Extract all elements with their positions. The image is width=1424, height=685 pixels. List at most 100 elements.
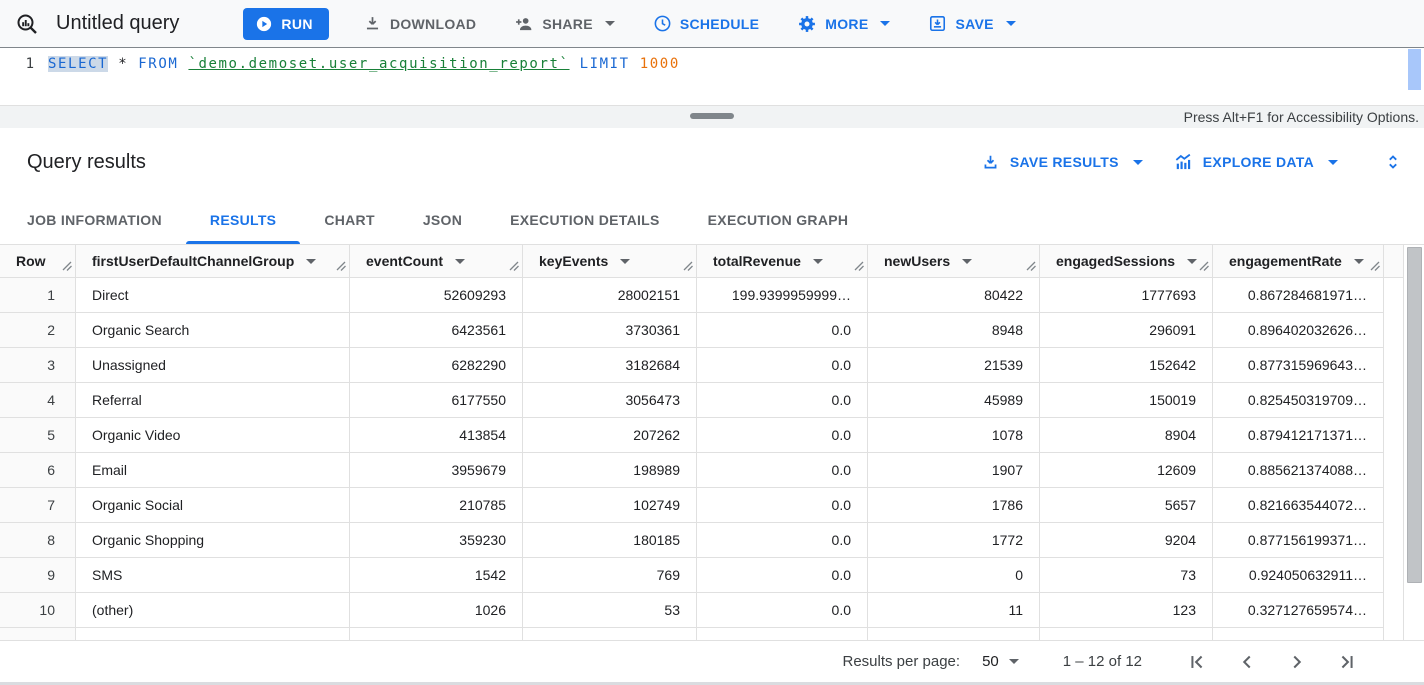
column-menu-icon[interactable] (1187, 258, 1198, 264)
save-alt-icon (981, 153, 1000, 172)
panel-resize-handle[interactable] (690, 113, 734, 119)
data-cell: 150019 (1040, 383, 1213, 418)
data-cell: 1542 (350, 558, 523, 593)
gear-icon (797, 14, 817, 34)
table-scrollbar-track[interactable] (1403, 245, 1424, 640)
column-header-newUsers[interactable]: newUsers (868, 245, 1040, 278)
column-header-engagementRate[interactable]: engagementRate (1213, 245, 1384, 278)
pagination-bar: Results per page: 50 1 – 12 of 12 (0, 640, 1424, 682)
data-cell: 134 (523, 628, 697, 640)
data-cell: Organic Search (76, 313, 350, 348)
column-header-Row[interactable]: Row (0, 245, 76, 278)
column-header-eventCount[interactable]: eventCount (350, 245, 523, 278)
column-header-totalRevenue[interactable]: totalRevenue (697, 245, 868, 278)
more-button[interactable]: MORE (783, 6, 904, 42)
splitter-bar: Press Alt+F1 for Accessibility Options. (0, 105, 1424, 128)
column-menu-icon[interactable] (1353, 258, 1364, 264)
save-icon (928, 14, 947, 33)
accessibility-hint: Press Alt+F1 for Accessibility Options. (1183, 109, 1419, 125)
unfold-icon (1382, 151, 1404, 173)
first-page-button[interactable] (1172, 645, 1222, 679)
tab-chart[interactable]: CHART (324, 212, 375, 228)
editor-scrollbar-thumb[interactable] (1408, 49, 1421, 90)
person-add-icon (514, 14, 534, 34)
table-row: 4 Referral 6177550 3056473 0.0 45989 150019 0.8… (0, 383, 1424, 418)
chevron-down-icon (1008, 659, 1019, 664)
column-resize-handle[interactable] (509, 258, 519, 274)
column-resize-handle[interactable] (336, 258, 346, 274)
row-number-cell: 7 (0, 488, 76, 523)
sql-editor[interactable]: 1 SELECT * FROM `demo.demoset.user_acqui… (0, 48, 1424, 105)
page-size-select[interactable]: 50 (982, 653, 1019, 670)
table-row: 8 Organic Shopping 359230 180185 0.0 1772 9204… (0, 523, 1424, 558)
data-cell: 0 (868, 558, 1040, 593)
data-cell: 73 (1040, 558, 1213, 593)
table-row: 5 Organic Video 413854 207262 0.0 1078 8904 0.8… (0, 418, 1424, 453)
column-label: Row (16, 253, 46, 269)
column-header-keyEvents[interactable]: keyEvents (523, 245, 697, 278)
column-menu-icon[interactable] (812, 258, 823, 264)
run-button[interactable]: RUN (243, 7, 329, 40)
column-header-engagedSessions[interactable]: engagedSessions (1040, 245, 1213, 278)
data-cell: 1786 (868, 488, 1040, 523)
results-header: Query results SAVE RESULTS (0, 128, 1424, 196)
last-page-icon (1336, 651, 1358, 673)
save-button[interactable]: SAVE (914, 6, 1029, 42)
row-number-cell: 9 (0, 558, 76, 593)
chevron-down-icon (880, 21, 891, 26)
data-cell: (other) (76, 593, 350, 628)
data-cell: Direct (76, 278, 350, 313)
column-resize-handle[interactable] (62, 258, 72, 274)
line-number: 1 (25, 56, 34, 72)
column-resize-handle[interactable] (1026, 258, 1036, 274)
last-page-button[interactable] (1322, 645, 1372, 679)
row-number-cell: 3 (0, 348, 76, 383)
column-label: eventCount (366, 253, 443, 269)
data-cell: 0.0 (697, 453, 868, 488)
data-cell: 210785 (350, 488, 523, 523)
table-row: 10 (other) 1026 53 0.0 11 123 0.327127659574… (0, 593, 1424, 628)
table-scrollbar-thumb[interactable] (1407, 247, 1422, 583)
data-cell: Unassigned (76, 348, 350, 383)
data-cell: 8904 (1040, 418, 1213, 453)
column-menu-icon[interactable] (455, 258, 465, 264)
data-cell: 0.0 (697, 313, 868, 348)
data-cell: 9204 (1040, 523, 1213, 558)
tab-json[interactable]: JSON (422, 212, 463, 228)
column-resize-handle[interactable] (854, 258, 864, 274)
share-button[interactable]: SHARE (500, 6, 629, 42)
column-header-firstUserDefaultChannelGroup[interactable]: firstUserDefaultChannelGroup (76, 245, 350, 278)
table-row: 6 Email 3959679 198989 0.0 1907 12609 0.8856213… (0, 453, 1424, 488)
data-cell: 80422 (868, 278, 1040, 313)
tab-execution-graph[interactable]: EXECUTION GRAPH (707, 212, 849, 228)
explore-data-button[interactable]: EXPLORE DATA (1173, 152, 1338, 172)
column-resize-handle[interactable] (683, 258, 693, 274)
data-cell: 1.0 (1213, 628, 1384, 640)
column-menu-icon[interactable] (620, 258, 631, 264)
column-menu-icon[interactable] (962, 258, 973, 264)
table-row: 3 Unassigned 6282290 3182684 0.0 21539 152642 0… (0, 348, 1424, 383)
tab-execution-details[interactable]: EXECUTION DETAILS (510, 212, 660, 228)
collapse-results-button[interactable] (1382, 151, 1404, 173)
data-cell: 359230 (350, 523, 523, 558)
previous-page-button[interactable] (1222, 645, 1272, 679)
schedule-button[interactable]: SCHEDULE (639, 6, 773, 42)
download-button[interactable]: DOWNLOAD (349, 6, 490, 42)
data-cell: 0.0 (697, 558, 868, 593)
column-resize-handle[interactable] (1370, 258, 1380, 274)
tab-results[interactable]: RESULTS (185, 196, 301, 244)
column-resize-handle[interactable] (1199, 258, 1209, 274)
tab-job-information[interactable]: JOB INFORMATION (27, 212, 162, 228)
save-results-button[interactable]: SAVE RESULTS (981, 153, 1143, 172)
table-row: 7 Organic Social 210785 102749 0.0 1786 5657 0.… (0, 488, 1424, 523)
data-cell: Referral (76, 383, 350, 418)
column-label: totalRevenue (713, 253, 801, 269)
next-page-button[interactable] (1272, 645, 1322, 679)
sql-line-1: 1 SELECT * FROM `demo.demoset.user_acqui… (0, 48, 1424, 72)
prev-page-icon (1236, 651, 1258, 673)
table-row: 11Paid Social9971340.0091.0 (0, 628, 1424, 640)
column-menu-icon[interactable] (306, 258, 317, 264)
data-cell: Organic Social (76, 488, 350, 523)
data-cell: Email (76, 453, 350, 488)
data-cell: 6282290 (350, 348, 523, 383)
